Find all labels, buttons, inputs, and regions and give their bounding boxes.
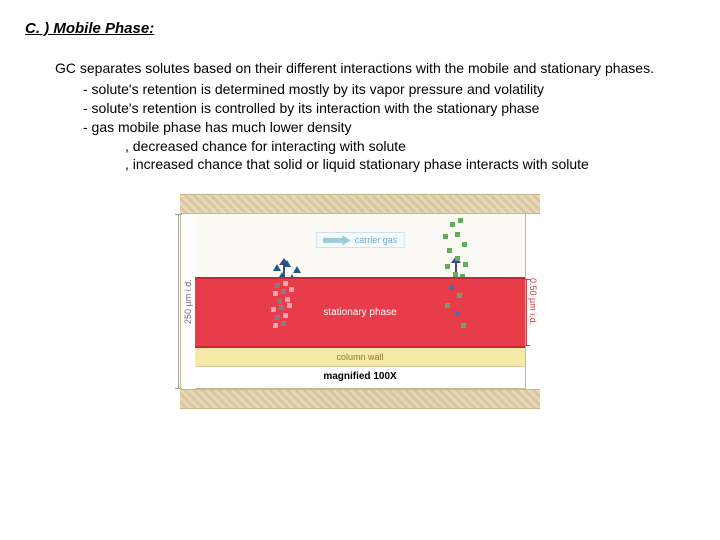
square-particle-icon xyxy=(273,323,278,328)
left-dimension-bracket xyxy=(178,214,179,389)
square-particle-icon xyxy=(462,242,467,247)
square-particle-icon xyxy=(287,303,292,308)
bullet-list: - solute's retention is determined mostl… xyxy=(55,80,695,137)
square-particle-icon xyxy=(449,285,454,290)
sub-bullet-item: , increased chance that solid or liquid … xyxy=(125,155,695,174)
square-particle-icon xyxy=(461,323,466,328)
content-block: GC separates solutes based on their diff… xyxy=(25,59,695,174)
top-hatched-band xyxy=(180,194,540,214)
square-particle-icon xyxy=(463,262,468,267)
square-particle-icon xyxy=(275,315,280,320)
square-particle-icon xyxy=(281,289,286,294)
right-dimension-label: 0.50 µm i.d. xyxy=(525,214,540,389)
triangle-particle-icon xyxy=(293,266,301,273)
square-particle-icon xyxy=(271,307,276,312)
square-particle-icon xyxy=(443,234,448,239)
stationary-phase-zone: stationary phase xyxy=(195,277,525,348)
square-particle-icon xyxy=(273,291,278,296)
carrier-gas-text: carrier gas xyxy=(355,235,398,245)
square-particle-icon xyxy=(275,283,280,288)
carrier-arrow-icon xyxy=(323,235,351,245)
square-particle-icon xyxy=(445,303,450,308)
square-particle-icon xyxy=(279,305,284,310)
square-particle-icon xyxy=(283,313,288,318)
bottom-hatched-band xyxy=(180,389,540,409)
carrier-gas-zone: carrier gas xyxy=(195,214,525,277)
magnification-label: magnified 100X xyxy=(195,367,525,389)
square-particle-icon xyxy=(450,222,455,227)
square-particle-icon xyxy=(455,256,460,261)
square-particle-icon xyxy=(285,297,290,302)
intro-text: GC separates solutes based on their diff… xyxy=(55,59,695,78)
carrier-gas-label: carrier gas xyxy=(316,232,405,248)
stationary-phase-label: stationary phase xyxy=(323,307,396,318)
column-wall-label: column wall xyxy=(336,352,383,362)
square-particle-icon xyxy=(455,311,460,316)
square-particle-icon xyxy=(445,264,450,269)
bullet-item: - solute's retention is controlled by it… xyxy=(83,99,695,118)
bullet-item: - gas mobile phase has much lower densit… xyxy=(83,118,695,137)
square-particle-icon xyxy=(283,281,288,286)
bullet-item: - solute's retention is determined mostl… xyxy=(83,80,695,99)
triangle-particle-icon xyxy=(273,264,281,271)
diagram-core: 250 µm i.d. carrier gas stationary phase… xyxy=(180,214,540,389)
sub-bullet-list: , decreased chance for interacting with … xyxy=(55,137,695,175)
left-dimension-label: 250 µm i.d. xyxy=(180,214,195,389)
square-particle-icon xyxy=(458,218,463,223)
diagram-container: 250 µm i.d. carrier gas stationary phase… xyxy=(25,194,695,409)
square-particle-icon xyxy=(447,248,452,253)
section-heading: C. ) Mobile Phase: xyxy=(25,20,695,37)
right-dimension-bracket xyxy=(526,279,527,346)
square-particle-icon xyxy=(457,293,462,298)
column-wall-zone: column wall xyxy=(195,348,525,368)
column-diagram: 250 µm i.d. carrier gas stationary phase… xyxy=(180,194,540,409)
column-cross-section: carrier gas stationary phase column wall… xyxy=(195,214,525,389)
square-particle-icon xyxy=(277,299,282,304)
square-particle-icon xyxy=(281,321,286,326)
square-particle-icon xyxy=(455,232,460,237)
square-particle-icon xyxy=(289,287,294,292)
triangle-particle-icon xyxy=(283,260,291,267)
sub-bullet-item: , decreased chance for interacting with … xyxy=(125,137,695,156)
